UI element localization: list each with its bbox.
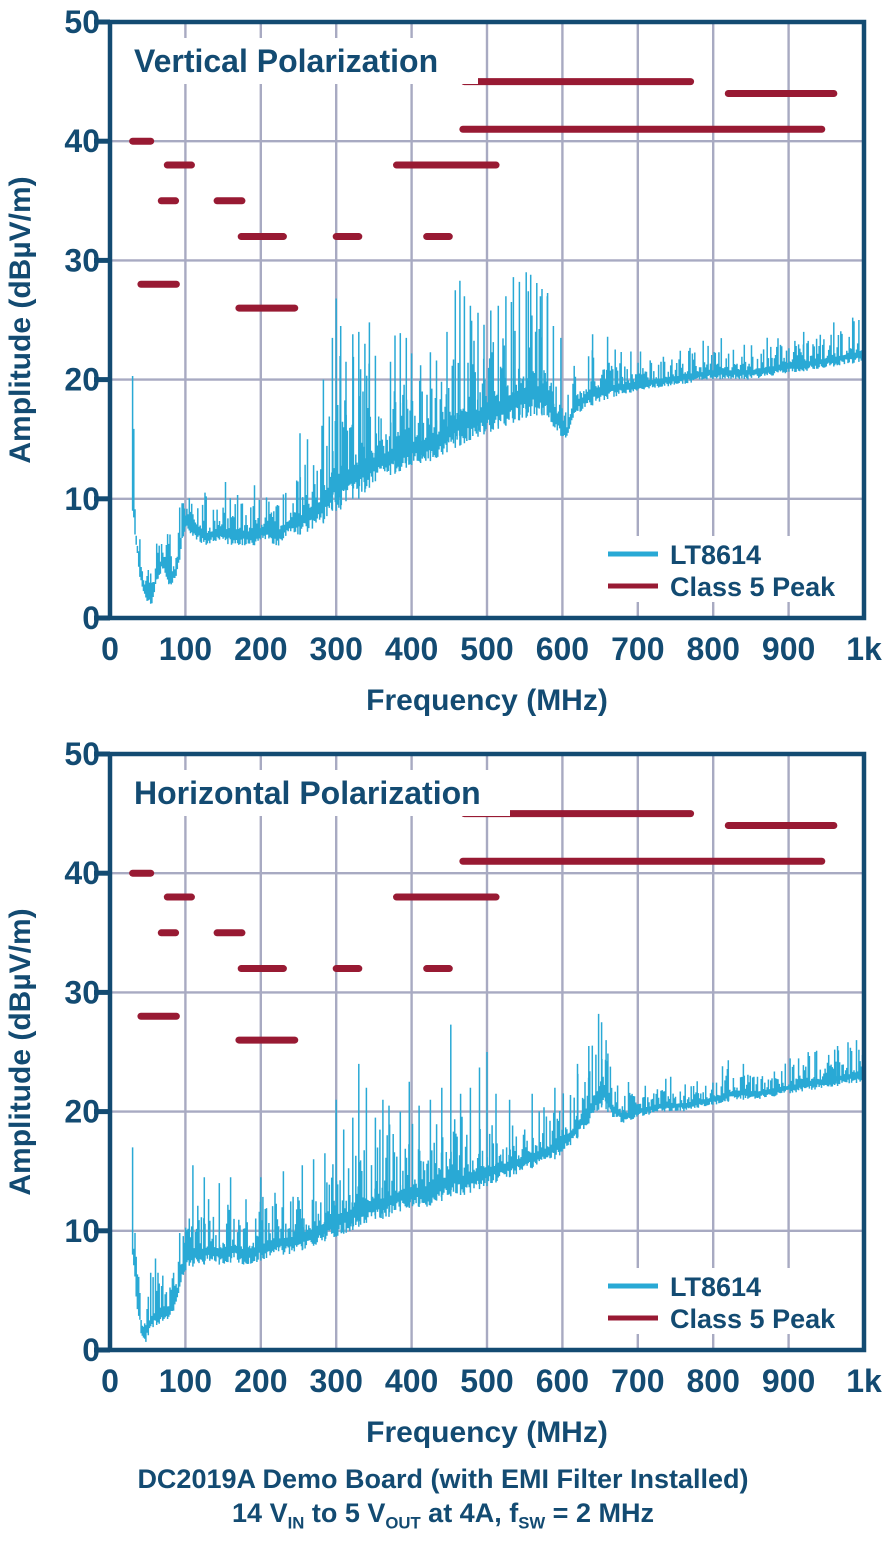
caption-sub-out: OUT [385, 1513, 421, 1533]
caption-line-2: 14 VIN to 5 VOUT at 4A, fSW = 2 MHz [0, 1496, 886, 1540]
x-tick-label: 500 [460, 1363, 513, 1399]
legend-label: LT8614 [670, 540, 761, 570]
figure-caption: DC2019A Demo Board (with EMI Filter Inst… [0, 1462, 886, 1540]
caption-sub-sw: SW [518, 1513, 546, 1533]
caption-line-1: DC2019A Demo Board (with EMI Filter Inst… [137, 1464, 749, 1494]
x-tick-label: 700 [611, 1363, 664, 1399]
y-tick-label: 40 [64, 855, 100, 891]
y-tick-label: 20 [64, 362, 100, 398]
x-tick-label: 600 [536, 631, 589, 667]
x-tick-label: 900 [762, 1363, 815, 1399]
caption-sub-in: IN [287, 1513, 305, 1533]
y-tick-label: 0 [82, 1332, 100, 1368]
emi-trace [131, 272, 865, 604]
chart-title: Horizontal Polarization [134, 775, 481, 811]
x-tick-label: 800 [687, 1363, 740, 1399]
x-tick-label: 600 [536, 1363, 589, 1399]
y-tick-label: 0 [82, 600, 100, 636]
y-tick-label: 40 [64, 123, 100, 159]
legend-background [596, 536, 844, 602]
y-axis-title: Amplitude (dBµV/m) [4, 908, 37, 1195]
title-background [126, 38, 478, 84]
x-axis-title: Frequency (MHz) [366, 1416, 608, 1449]
y-axis-title: Amplitude (dBµV/m) [4, 176, 37, 463]
x-tick-label: 900 [762, 631, 815, 667]
caption-line2-part: to 5 V [304, 1498, 386, 1528]
x-tick-label: 0 [101, 631, 119, 667]
x-tick-label: 200 [234, 1363, 287, 1399]
x-tick-label: 1k [846, 1363, 882, 1399]
y-tick-label: 50 [64, 4, 100, 40]
x-tick-label: 500 [460, 631, 513, 667]
caption-line2-part: at 4A, f [420, 1498, 519, 1528]
plot-border [107, 19, 867, 621]
emi-trace [131, 1013, 865, 1342]
x-tick-label: 300 [310, 1363, 363, 1399]
caption-line2-part: = 2 MHz [545, 1498, 654, 1528]
x-tick-label: 300 [310, 631, 363, 667]
x-tick-label: 100 [159, 631, 212, 667]
y-tick-label: 50 [64, 736, 100, 772]
legend-background [596, 1268, 844, 1334]
legend-label: Class 5 Peak [670, 572, 836, 602]
x-tick-label: 200 [234, 631, 287, 667]
plot-border [107, 751, 867, 1353]
legend-label: Class 5 Peak [670, 1304, 836, 1334]
x-axis-title: Frequency (MHz) [366, 684, 608, 717]
x-tick-label: 100 [159, 1363, 212, 1399]
x-tick-label: 400 [385, 1363, 438, 1399]
x-tick-label: 0 [101, 1363, 119, 1399]
y-tick-label: 30 [64, 242, 100, 278]
x-tick-label: 400 [385, 631, 438, 667]
chart-title: Vertical Polarization [134, 43, 438, 79]
y-tick-label: 20 [64, 1094, 100, 1130]
legend-label: LT8614 [670, 1272, 761, 1302]
x-tick-label: 700 [611, 631, 664, 667]
x-tick-label: 800 [687, 631, 740, 667]
caption-line2-part: 14 V [232, 1498, 288, 1528]
title-background [126, 770, 510, 816]
y-tick-label: 10 [64, 1213, 100, 1249]
x-tick-label: 1k [846, 631, 882, 667]
y-tick-label: 10 [64, 481, 100, 517]
y-tick-label: 30 [64, 974, 100, 1010]
